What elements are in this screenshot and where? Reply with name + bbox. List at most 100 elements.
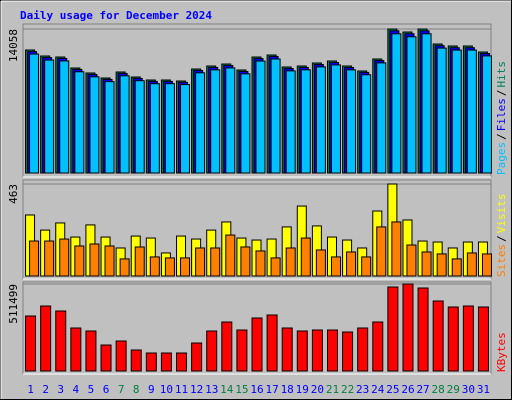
bar (315, 66, 326, 174)
bar (210, 247, 221, 277)
bar (346, 69, 357, 174)
x-tick-label: 11 (175, 383, 188, 396)
bar (330, 256, 341, 277)
bar (164, 257, 175, 277)
bar (115, 340, 127, 372)
bar (372, 321, 384, 372)
bar (160, 352, 172, 372)
bar (191, 342, 203, 372)
x-tick-label: 12 (190, 383, 203, 396)
x-tick-label: 25 (386, 383, 399, 396)
bar (266, 314, 278, 372)
x-tick-label: 5 (88, 383, 95, 396)
bar (270, 58, 281, 174)
bar (421, 33, 432, 174)
bar (100, 344, 112, 372)
legend-entry: Files (495, 98, 508, 131)
bar (130, 349, 142, 372)
bar (255, 60, 266, 174)
bar (221, 321, 233, 372)
legend-entry: Pages (495, 142, 508, 175)
x-tick-label: 9 (148, 383, 155, 396)
x-tick-label: 13 (205, 383, 218, 396)
bar (387, 286, 399, 372)
x-tick-label: 30 (462, 383, 475, 396)
bar (281, 327, 293, 372)
x-tick-label: 31 (477, 383, 490, 396)
bar (342, 331, 354, 372)
bar (164, 83, 175, 174)
bar (406, 36, 417, 174)
bar (311, 329, 323, 372)
bar (300, 237, 311, 277)
x-tick-label: 8 (133, 383, 140, 396)
bar (240, 246, 251, 277)
bar (176, 352, 188, 372)
y-tick-label: 511499 (7, 284, 20, 324)
bar (74, 245, 85, 277)
bar (285, 247, 296, 277)
bar (462, 305, 474, 372)
x-tick-label: 16 (250, 383, 263, 396)
bar (225, 234, 236, 277)
x-tick-label: 23 (356, 383, 369, 396)
bar (104, 81, 115, 174)
bar (346, 251, 357, 277)
x-tick-label: 7 (118, 383, 125, 396)
y-tick-label: 463 (7, 184, 20, 204)
bar (70, 327, 82, 372)
bar (417, 287, 429, 372)
bar (210, 69, 221, 174)
x-tick-label: 20 (311, 383, 324, 396)
bar (145, 352, 157, 372)
bar (240, 73, 251, 174)
bar (44, 59, 55, 174)
bar (406, 244, 417, 277)
bar (391, 221, 402, 277)
bar (466, 252, 477, 277)
legend-entry: Sites (495, 244, 508, 277)
bar (361, 256, 372, 277)
bar (451, 49, 462, 174)
bar (251, 317, 263, 372)
bar (330, 64, 341, 174)
bar (481, 253, 492, 277)
bar (326, 329, 338, 372)
legend-separator: / (495, 90, 508, 97)
legend-separator: / (495, 235, 508, 242)
bar (432, 300, 444, 372)
bar (477, 306, 489, 372)
x-tick-label: 4 (73, 383, 80, 396)
legend-entry: KBytes (495, 332, 508, 372)
bar (40, 305, 52, 372)
x-tick-label: 19 (296, 383, 309, 396)
bar (296, 330, 308, 372)
x-tick-label: 27 (416, 383, 429, 396)
bar (195, 72, 206, 174)
x-tick-label: 18 (281, 383, 294, 396)
bar (55, 310, 67, 372)
bar (104, 245, 115, 277)
x-tick-label: 22 (341, 383, 354, 396)
bar (236, 329, 248, 372)
bar (44, 240, 55, 277)
bar (59, 238, 70, 277)
bar (357, 327, 369, 372)
bar (206, 330, 218, 372)
legend-entry: Hits (495, 61, 508, 88)
bar (376, 226, 387, 277)
legend-entry: Visits (495, 194, 508, 234)
legend-separator: / (495, 133, 508, 140)
bar (451, 258, 462, 277)
x-tick-label: 6 (103, 383, 110, 396)
x-tick-label: 17 (265, 383, 278, 396)
bar (29, 53, 40, 174)
bar (134, 80, 145, 174)
bar (436, 47, 447, 174)
bar (119, 258, 130, 277)
y-tick-label: 14058 (7, 29, 20, 62)
bar (89, 243, 100, 277)
bar (391, 33, 402, 174)
